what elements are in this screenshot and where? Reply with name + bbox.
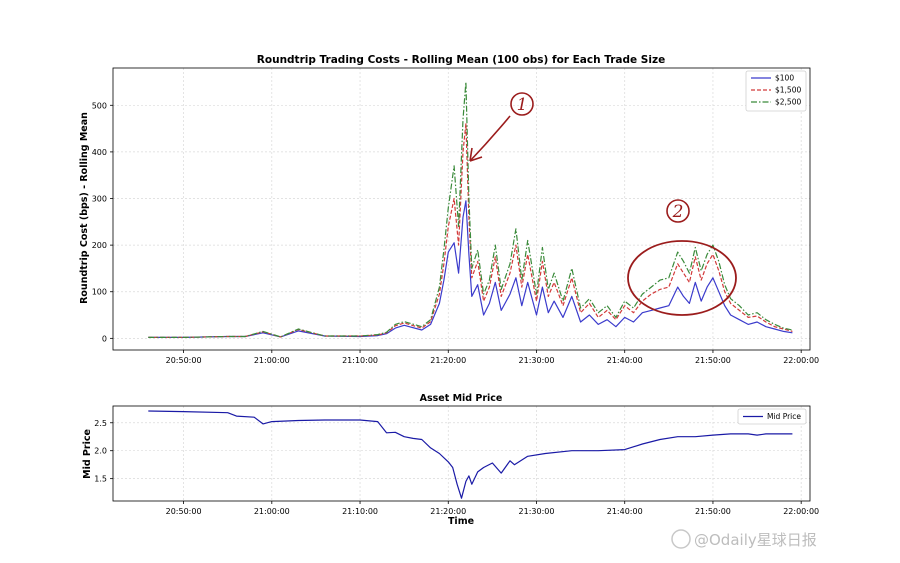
x-tick-label: 21:30:00: [519, 356, 555, 365]
price-chart-grid: [113, 406, 810, 501]
legend-label-100: $100: [775, 74, 794, 83]
x-tick-label: 21:00:00: [254, 356, 290, 365]
legend-box: [745, 70, 807, 112]
annotation-2: 2: [627, 199, 737, 316]
legend-box: [737, 408, 807, 425]
cost-chart-grid: [113, 68, 810, 350]
y-tick-label: 400: [92, 148, 107, 157]
annotation-2-label: 2: [672, 202, 684, 222]
x-tick-label: 21:50:00: [695, 507, 731, 516]
x-tick-label: 21:20:00: [430, 507, 466, 516]
series-line-0: [148, 410, 793, 499]
x-tick-label: 21:30:00: [519, 507, 555, 516]
legend-label-mid-price: Mid Price: [767, 412, 801, 421]
cost-chart-ylabel: Roundtrip Cost (bps) - Rolling Mean: [79, 112, 90, 304]
annotation-1-label: 1: [517, 95, 528, 115]
x-tick-label: 20:50:00: [166, 507, 202, 516]
watermark: @Odaily星球日报: [671, 529, 817, 549]
y-tick-label: 1.5: [94, 475, 107, 484]
legend-label-2500: $2,500: [775, 98, 801, 107]
x-tick-label: 21:00:00: [254, 507, 290, 516]
cost-chart-series: [148, 81, 793, 338]
price-chart-legend: Mid Price: [737, 408, 807, 425]
annotation-1: 1: [469, 92, 534, 162]
watermark-logo-icon: [671, 529, 691, 549]
annotation-1-arrow: [469, 115, 511, 162]
x-tick-label: 21:40:00: [607, 356, 643, 365]
legend-label-1500: $1,500: [775, 86, 801, 95]
x-tick-label: 21:20:00: [430, 356, 466, 365]
cost-chart: Roundtrip Trading Costs - Rolling Mean (…: [79, 54, 819, 365]
series-line-0: [148, 200, 793, 338]
price-chart-series: [148, 410, 793, 499]
price-chart: Asset Mid Price Mid Price Time 1.5 2.0 2.5…: [82, 393, 819, 527]
x-tick-label: 21:40:00: [607, 507, 643, 516]
y-tick-label: 300: [92, 195, 107, 204]
price-chart-ylabel: Mid Price: [82, 429, 93, 479]
x-tick-label: 21:10:00: [342, 507, 378, 516]
cost-chart-yticks: 0 100 200 300 400 500: [92, 101, 113, 343]
series-line-1: [148, 123, 793, 338]
y-tick-label: 2.0: [94, 447, 107, 456]
series-line-2: [148, 81, 793, 338]
cost-chart-frame: [112, 67, 811, 351]
y-tick-label: 100: [92, 288, 107, 297]
cost-chart-xticks: 20:50:00 21:00:00 21:10:00 21:20:00 21:30:00…: [166, 350, 819, 365]
annotation-1-circle: [510, 92, 534, 116]
y-tick-label: 500: [92, 101, 107, 110]
annotation-1-arrowhead: [469, 147, 483, 162]
annotation-2-ellipse: [627, 240, 737, 316]
y-tick-label: 2.5: [94, 419, 107, 428]
x-tick-label: 21:50:00: [695, 356, 731, 365]
y-tick-label: 200: [92, 241, 107, 250]
annotation-2-circle: [666, 199, 690, 223]
price-chart-yticks: 1.5 2.0 2.5: [94, 419, 113, 484]
x-tick-label: 20:50:00: [166, 356, 202, 365]
cost-chart-title: Roundtrip Trading Costs - Rolling Mean (…: [257, 54, 665, 66]
price-chart-xticks: 20:50:00 21:00:00 21:10:00 21:20:00 21:30:00…: [166, 501, 819, 516]
x-tick-label: 22:00:00: [783, 356, 819, 365]
watermark-text: @Odaily星球日报: [694, 531, 817, 549]
price-chart-xlabel: Time: [448, 516, 474, 527]
cost-chart-legend: $100 $1,500 $2,500: [745, 70, 807, 112]
price-chart-title: Asset Mid Price: [420, 393, 503, 404]
price-chart-frame: [112, 405, 811, 502]
x-tick-label: 22:00:00: [783, 507, 819, 516]
x-tick-label: 21:10:00: [342, 356, 378, 365]
y-tick-label: 0: [102, 334, 107, 343]
